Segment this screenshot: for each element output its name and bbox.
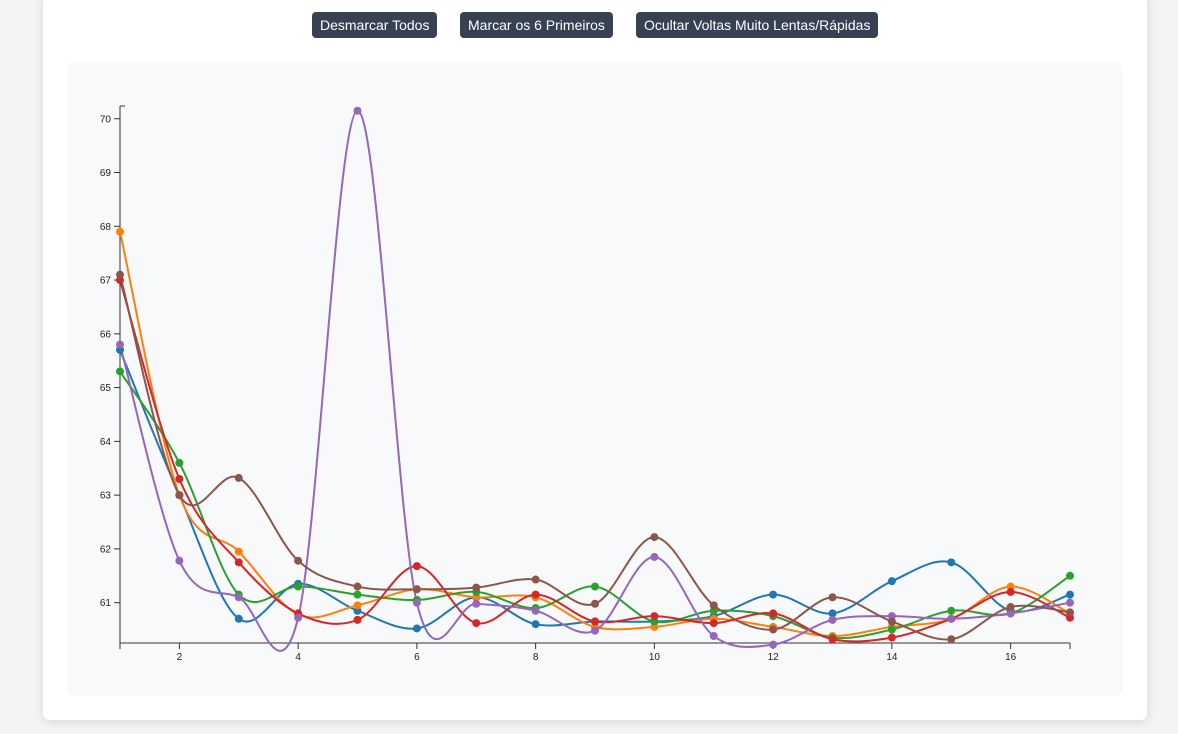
series-line-2	[119, 231, 1071, 638]
check-first-six-button[interactable]: Marcar os 6 Primeiros	[460, 12, 613, 38]
x-tick-label: 14	[886, 652, 898, 663]
series-5-point-lap-17	[1066, 598, 1074, 607]
series-6-point-lap-2	[175, 491, 184, 500]
series-4-point-lap-9	[591, 617, 599, 626]
y-tick-label: 64	[100, 437, 112, 448]
series-4-point-lap-7	[472, 619, 481, 628]
series-1-point-lap-6	[412, 624, 421, 633]
series-6-point-lap-9	[591, 599, 599, 608]
x-tick-label: 12	[768, 652, 780, 663]
series-1-point-lap-14	[887, 577, 896, 586]
x-tick-label: 8	[533, 652, 539, 663]
series-2-point-lap-1	[116, 227, 124, 236]
series-1-point-lap-8	[531, 620, 540, 629]
y-tick-label: 68	[100, 222, 112, 233]
series-5-point-lap-8	[531, 606, 540, 615]
series-5-point-lap-11	[709, 632, 718, 641]
series-6-point-lap-7	[472, 583, 481, 592]
series-5-point-lap-3	[234, 593, 243, 602]
series-6-point-lap-17	[1066, 608, 1074, 617]
series-4-point-lap-8	[531, 590, 540, 599]
series-3-point-lap-14	[887, 625, 896, 634]
uncheck-all-button[interactable]: Desmarcar Todos	[312, 12, 438, 38]
series-5-point-lap-1	[116, 340, 124, 349]
y-tick-label: 69	[100, 168, 112, 179]
chart-series-lines	[119, 109, 1071, 652]
series-6-point-lap-12	[769, 625, 778, 634]
series-6-point-lap-5	[353, 582, 362, 591]
x-tick-label: 6	[414, 652, 420, 663]
series-4-point-lap-13	[828, 635, 837, 644]
series-1-point-lap-3	[234, 614, 243, 623]
series-6-point-lap-10	[650, 533, 659, 542]
series-3-point-lap-4	[294, 582, 303, 591]
series-4-point-lap-5	[353, 615, 362, 624]
x-tick-label: 2	[177, 652, 183, 663]
series-6-point-lap-4	[294, 556, 303, 565]
series-6-point-lap-15	[947, 635, 956, 644]
y-tick-label: 66	[100, 329, 112, 340]
chart-series-points	[116, 106, 1074, 649]
series-1-point-lap-17	[1066, 590, 1074, 599]
series-1-point-lap-15	[947, 558, 956, 567]
y-tick-label: 63	[100, 491, 112, 502]
series-6-point-lap-8	[531, 575, 540, 584]
series-4-point-lap-2	[175, 475, 184, 484]
series-2-point-lap-5	[353, 601, 362, 610]
series-5-point-lap-2	[175, 556, 184, 565]
series-5-point-lap-15	[947, 614, 956, 623]
series-4-point-lap-3	[234, 558, 243, 567]
y-tick-label: 62	[100, 544, 112, 555]
series-5-point-lap-6	[412, 598, 421, 607]
series-4-point-lap-14	[887, 633, 896, 642]
y-tick-label: 61	[100, 598, 112, 609]
series-3-point-lap-15	[947, 606, 956, 615]
series-6-point-lap-6	[412, 585, 421, 594]
y-tick-label: 65	[100, 383, 112, 394]
series-line-5	[119, 109, 1071, 652]
series-5-point-lap-7	[472, 599, 481, 608]
hide-outlier-laps-button[interactable]: Ocultar Voltas Muito Lentas/Rápidas	[636, 12, 879, 38]
series-6-point-lap-3	[234, 473, 243, 482]
series-5-point-lap-13	[828, 615, 837, 624]
x-tick-label: 4	[295, 652, 301, 663]
series-5-point-lap-4	[294, 613, 303, 622]
series-5-point-lap-5	[353, 106, 362, 115]
series-1-point-lap-13	[828, 609, 837, 618]
series-6-point-lap-14	[887, 617, 896, 626]
x-tick-label: 16	[1005, 652, 1017, 663]
series-4-point-lap-16	[1006, 587, 1015, 596]
y-tick-label: 70	[100, 114, 112, 125]
series-5-point-lap-9	[591, 626, 599, 635]
series-4-point-lap-6	[412, 562, 421, 571]
series-3-point-lap-17	[1066, 571, 1074, 580]
series-4-point-lap-12	[769, 609, 778, 618]
x-tick-label: 10	[649, 652, 661, 663]
series-1-point-lap-12	[769, 590, 778, 599]
series-3-point-lap-5	[353, 590, 362, 599]
chart-panel: 2 4 6 8 10 12 14 16 61 62 63 64 65 66 67 68 69 70	[67, 62, 1123, 696]
series-3-point-lap-9	[591, 582, 599, 591]
series-6-point-lap-1	[116, 270, 124, 279]
series-3-point-lap-1	[116, 367, 124, 376]
series-6-point-lap-16	[1006, 602, 1015, 611]
toolbar: Desmarcar Todos Marcar os 6 Primeiros Oc…	[0, 12, 1178, 38]
series-3-point-lap-2	[175, 458, 184, 467]
series-5-point-lap-16	[1006, 609, 1015, 618]
series-6-point-lap-11	[709, 601, 718, 610]
y-tick-label: 67	[100, 276, 112, 287]
series-2-point-lap-3	[234, 547, 243, 556]
series-6-point-lap-13	[828, 593, 837, 602]
series-4-point-lap-11	[709, 619, 718, 628]
series-5-point-lap-12	[769, 640, 778, 649]
series-4-point-lap-10	[650, 612, 659, 621]
series-5-point-lap-10	[650, 552, 659, 561]
